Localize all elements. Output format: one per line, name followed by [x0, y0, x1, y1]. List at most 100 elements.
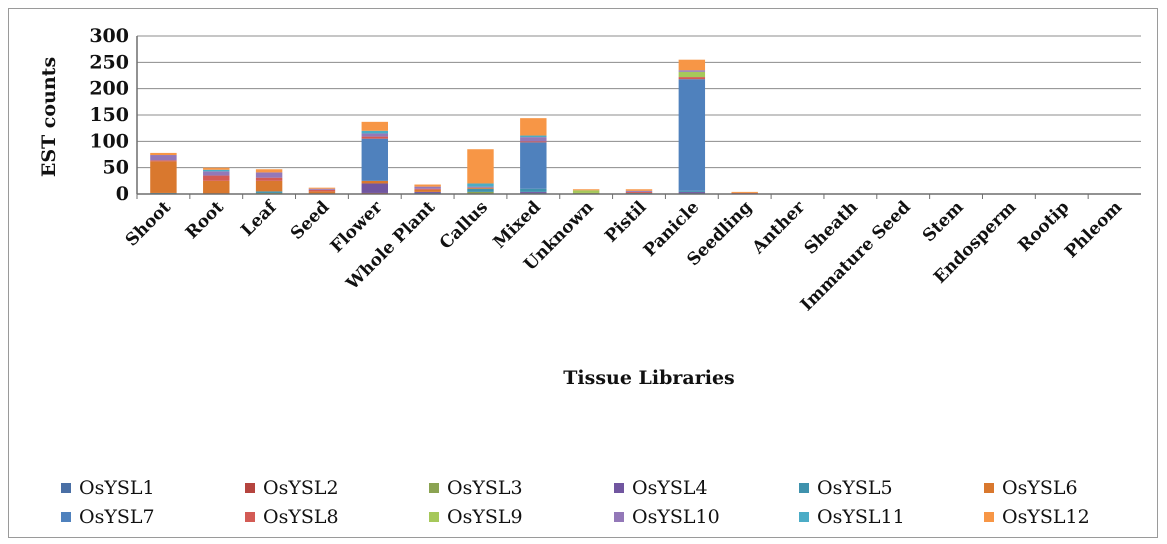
bar-segment [520, 135, 547, 138]
bar-segment [467, 149, 494, 184]
y-tick-label: 300 [89, 25, 129, 47]
bar-segment [520, 188, 547, 192]
bar-segment [625, 189, 653, 191]
bar-segment [414, 191, 441, 193]
bar-segment [361, 121, 388, 131]
bar-segment [572, 190, 600, 193]
bar-segment [150, 161, 177, 193]
legend-swatch [429, 512, 439, 522]
bar-segment [625, 190, 653, 192]
bar-segment [678, 70, 706, 72]
bar-segment [520, 191, 547, 193]
bar-segment [467, 187, 494, 189]
bar-segment [203, 169, 230, 172]
x-tick-label: Callus [436, 197, 492, 253]
bar-segment [308, 189, 336, 192]
legend-swatch [984, 483, 994, 493]
bar-segment [361, 180, 388, 184]
bar-segment [520, 142, 547, 189]
legend-swatch [61, 483, 71, 493]
bar-segment [150, 160, 177, 162]
bar-segment [150, 152, 177, 156]
legend-label: OsYSL11 [817, 506, 905, 528]
y-tick-label: 100 [89, 130, 129, 152]
legend-swatch [61, 512, 71, 522]
bar-segment [678, 77, 706, 80]
legend-swatch [245, 512, 255, 522]
legend-label: OsYSL3 [447, 477, 523, 499]
bar-segment [361, 133, 388, 137]
bar-segment [572, 189, 600, 191]
bar-segment [678, 79, 706, 191]
legend-swatch [614, 483, 624, 493]
legend-swatch [984, 512, 994, 522]
bar-segment [467, 188, 494, 192]
legend: OsYSL1 OsYSL2 OsYSL3 OsYSL4 OsYSL5 OsYSL6 OsYS… [61, 477, 1090, 528]
y-tick-label: 250 [89, 51, 129, 73]
bar-segment [361, 138, 388, 181]
bar-segment [678, 190, 706, 192]
bar-segment [308, 188, 336, 190]
legend-label: OsYSL7 [79, 506, 155, 528]
x-tick-label: Root [182, 197, 228, 243]
bar-segment [255, 172, 283, 178]
legend-swatch [799, 483, 809, 493]
bar-segment [731, 191, 758, 193]
bar-segment [255, 169, 283, 173]
legend-label: OsYSL6 [1002, 477, 1078, 499]
bar-segment [520, 118, 547, 136]
bar-segment [520, 137, 547, 142]
bar-segment [414, 188, 441, 190]
bars [150, 59, 758, 194]
x-tick-label: Anther [748, 197, 810, 259]
bar-segment [361, 136, 388, 139]
bar-segment [255, 177, 283, 181]
legend-label: OsYSL2 [263, 477, 339, 499]
bar-segment [308, 187, 336, 189]
x-tick-label: Seed [287, 197, 334, 244]
bar-segment [255, 191, 283, 193]
x-tick-label: Stem [919, 197, 968, 246]
legend-swatch [429, 483, 439, 493]
legend-label: OsYSL8 [263, 506, 339, 528]
x-tick-label: Pistil [601, 197, 651, 247]
y-tick-label: 200 [89, 78, 129, 100]
y-tick-labels: 0 50 100 150 200 250 300 [89, 25, 129, 205]
bar-segment [520, 141, 547, 143]
bar-segment [467, 183, 494, 187]
legend-label: OsYSL5 [817, 477, 893, 499]
x-tick-label: Leaf [237, 196, 281, 240]
bar-segment [625, 191, 653, 193]
y-tick-label: 0 [116, 183, 129, 205]
bar-segment [414, 186, 441, 189]
bar-segment [467, 186, 494, 188]
bar-segment [678, 59, 706, 71]
bar-segment [203, 180, 230, 194]
bar-segment [414, 189, 441, 192]
legend-swatch [799, 512, 809, 522]
legend-label: OsYSL1 [79, 477, 155, 499]
stacked-bar-chart: 0 50 100 150 200 250 300 Shoot Root Leaf SeedFlow… [38, 25, 1141, 528]
bar-segment [203, 175, 230, 181]
bar-segment [203, 167, 230, 170]
legend-swatch [245, 483, 255, 493]
x-axis-label: Tissue Libraries [563, 367, 734, 389]
legend-swatch [614, 512, 624, 522]
bar-segment [361, 183, 388, 193]
bar-segment [308, 191, 336, 194]
legend-label: OsYSL12 [1002, 506, 1090, 528]
gridlines [137, 35, 1141, 195]
axes [136, 36, 1141, 199]
y-tick-label: 150 [89, 104, 129, 126]
y-axis-label: EST counts [38, 57, 60, 177]
y-tick-label: 50 [103, 157, 129, 179]
bar-segment [414, 184, 441, 187]
bar-segment [678, 71, 706, 78]
bar-segment [361, 130, 388, 134]
legend-label: OsYSL10 [632, 506, 720, 528]
bar-segment [467, 191, 494, 194]
bar-segment [678, 191, 706, 193]
bar-segment [150, 155, 177, 161]
x-tick-label: Shoot [122, 197, 175, 250]
